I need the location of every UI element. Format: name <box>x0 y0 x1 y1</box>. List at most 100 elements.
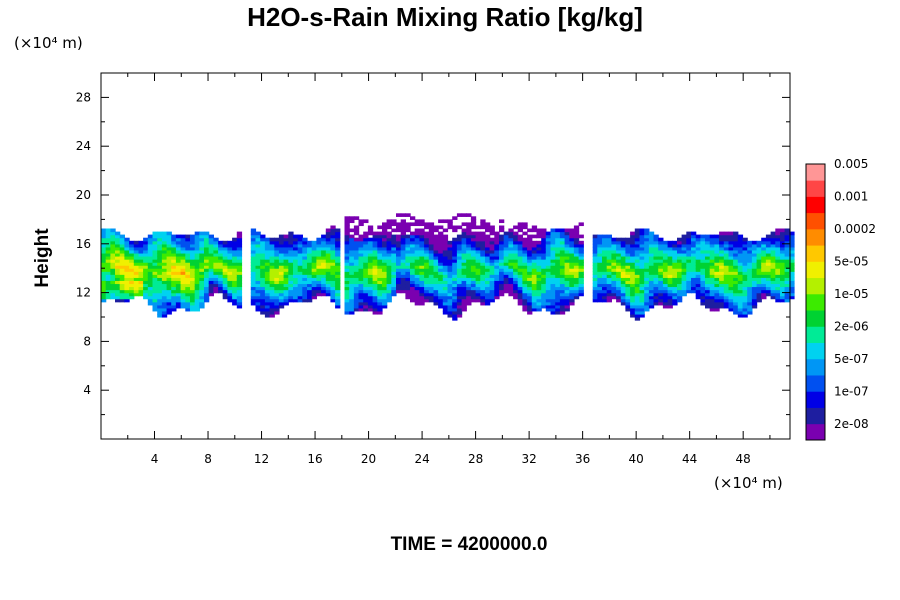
heatmap-cell <box>222 246 228 251</box>
heatmap-cell <box>269 268 275 272</box>
heatmap-cell <box>101 292 107 297</box>
heatmap-cell <box>293 240 299 245</box>
heatmap-cell <box>353 289 360 294</box>
heatmap-cell <box>648 249 655 254</box>
heatmap-cell <box>325 259 332 263</box>
heatmap-cell <box>199 252 205 257</box>
heatmap-cell <box>166 280 172 285</box>
heatmap-cell <box>218 246 224 251</box>
heatmap-cell <box>382 262 388 266</box>
heatmap-cell <box>714 274 720 278</box>
heatmap-cell <box>677 243 683 248</box>
heatmap-cell <box>391 243 397 248</box>
y-unit-label: (×10⁴ m) <box>14 34 83 52</box>
heatmap-cell <box>386 222 392 227</box>
heatmap-cell <box>470 292 477 297</box>
heatmap-cell <box>171 274 177 278</box>
heatmap-cell <box>522 243 528 248</box>
heatmap-cell <box>101 240 107 245</box>
heatmap-cell <box>344 295 350 300</box>
heatmap-cell <box>255 271 261 275</box>
heatmap-cell <box>218 249 224 254</box>
heatmap-cell <box>232 252 238 257</box>
heatmap-cell <box>330 243 336 248</box>
heatmap-cell <box>302 249 308 254</box>
heatmap-cell <box>213 246 219 251</box>
heatmap-cell <box>489 243 495 248</box>
heatmap-cell <box>681 274 687 278</box>
heatmap-cell <box>119 252 125 257</box>
heatmap-cell <box>278 277 285 281</box>
heatmap-cell <box>274 262 280 266</box>
heatmap-cell <box>531 271 538 275</box>
heatmap-cell <box>470 283 477 288</box>
heatmap-cell <box>545 304 552 309</box>
heatmap-cell <box>475 243 481 248</box>
heatmap-cell <box>410 271 416 275</box>
heatmap-cell <box>784 286 790 291</box>
heatmap-cell <box>503 246 509 251</box>
heatmap-cell <box>653 298 659 303</box>
heatmap-cell <box>391 246 397 251</box>
heatmap-cell <box>175 262 182 266</box>
heatmap-cell <box>260 301 266 306</box>
heatmap-cell <box>288 259 294 263</box>
heatmap-cell <box>302 292 308 297</box>
heatmap-cell <box>709 262 715 266</box>
heatmap-cell <box>452 274 458 278</box>
heatmap-cell <box>578 289 584 294</box>
heatmap-cell <box>349 237 355 242</box>
heatmap-cell <box>396 259 402 263</box>
heatmap-cell <box>161 237 168 242</box>
heatmap-cell <box>737 310 744 315</box>
heatmap-cell <box>531 304 538 309</box>
heatmap-cell <box>470 231 477 236</box>
heatmap-cell <box>419 222 425 227</box>
heatmap-cell <box>199 286 205 291</box>
heatmap-cell <box>321 234 327 239</box>
heatmap-cell <box>363 265 369 269</box>
heatmap-cell <box>456 252 463 257</box>
heatmap-cell <box>765 262 772 266</box>
heatmap-cell <box>653 289 659 294</box>
heatmap-cell <box>728 262 734 266</box>
heatmap-cell <box>541 301 547 306</box>
heatmap-cell <box>208 240 214 245</box>
heatmap-cell <box>180 298 186 303</box>
heatmap-cell <box>494 259 500 263</box>
heatmap-cell <box>644 240 650 245</box>
heatmap-cell <box>396 271 402 275</box>
heatmap-cell <box>400 283 406 288</box>
heatmap-cell <box>419 240 425 245</box>
heatmap-cell <box>180 259 186 263</box>
heatmap-cell <box>157 240 163 245</box>
heatmap-cell <box>400 231 406 236</box>
heatmap-cell <box>288 240 294 245</box>
heatmap-cell <box>367 243 374 248</box>
heatmap-cell <box>728 280 734 285</box>
heatmap-cell <box>283 283 289 288</box>
heatmap-cell <box>199 256 205 260</box>
heatmap-cell <box>222 289 228 294</box>
heatmap-cell <box>667 262 673 266</box>
heatmap-cell <box>325 237 332 242</box>
heatmap-cell <box>602 292 608 297</box>
heatmap-cell <box>719 249 725 254</box>
heatmap-cell <box>480 283 486 288</box>
heatmap-cell <box>344 289 350 294</box>
heatmap-cell <box>353 228 360 233</box>
heatmap-cell <box>719 286 725 291</box>
heatmap-cell <box>386 240 392 245</box>
heatmap-cell <box>648 289 655 294</box>
heatmap-cell <box>765 249 772 254</box>
heatmap-cell <box>662 304 669 309</box>
heatmap-cell <box>382 289 388 294</box>
x-unit-label: (×10⁴ m) <box>714 474 783 492</box>
heatmap-cell <box>681 289 687 294</box>
heatmap-cell <box>775 252 781 257</box>
heatmap-cell <box>358 262 364 266</box>
heatmap-cell <box>761 240 767 245</box>
heatmap-cell <box>751 283 758 288</box>
heatmap-cell <box>545 268 552 272</box>
heatmap-cell <box>386 237 392 242</box>
